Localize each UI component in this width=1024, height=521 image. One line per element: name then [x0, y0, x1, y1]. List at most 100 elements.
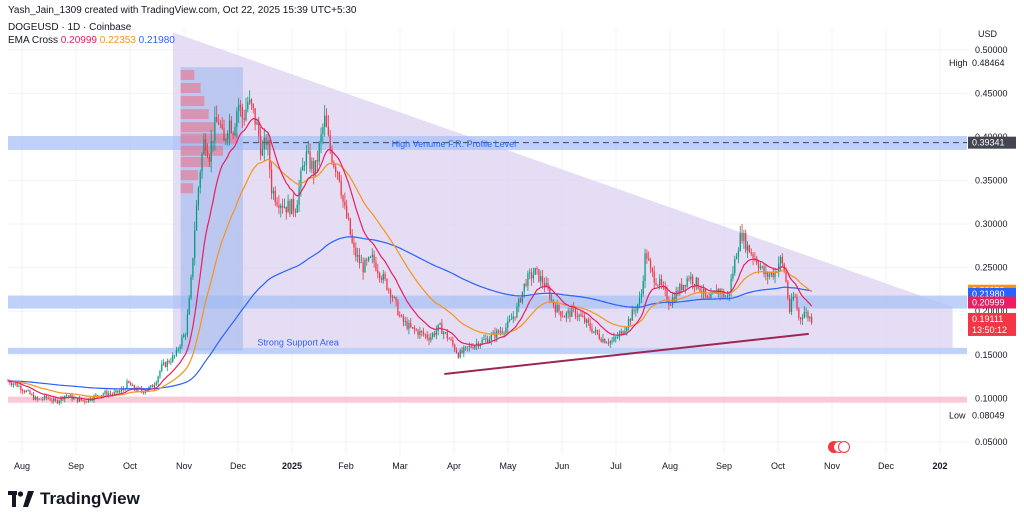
candle-body	[340, 180, 342, 196]
candle-body	[265, 137, 267, 146]
candle-body	[446, 332, 448, 339]
candle-body	[567, 310, 569, 313]
candle-body	[798, 308, 800, 318]
candle-body	[562, 316, 564, 318]
candle-body	[485, 338, 487, 340]
candle-body	[239, 104, 242, 107]
candle-body	[582, 316, 584, 318]
candle-body	[270, 169, 273, 194]
candle-body	[161, 364, 163, 371]
candle-body	[681, 284, 683, 291]
candle-body	[119, 390, 121, 393]
candle-body	[362, 262, 364, 273]
candle-body	[227, 133, 229, 140]
candle-body	[291, 198, 293, 215]
price-label-value: 0.20999	[972, 298, 1005, 308]
price-label-bg	[968, 57, 1016, 70]
volume-profile-bar	[180, 145, 224, 156]
candle-body	[708, 297, 710, 299]
candle-body	[770, 272, 773, 275]
candle-body	[598, 333, 600, 339]
candle-body	[807, 312, 809, 319]
x-tick-label: 202	[932, 461, 947, 471]
candle-body	[49, 398, 51, 401]
y-tick-label: 0.45000	[975, 88, 1008, 98]
candle-body	[624, 331, 626, 335]
candle-body	[587, 319, 589, 323]
candle-body	[399, 315, 401, 317]
candle-body	[151, 385, 154, 388]
candle-body	[97, 394, 99, 397]
x-tick-label: Aug	[14, 461, 30, 471]
candle-body	[314, 160, 317, 175]
candle-body	[772, 272, 774, 278]
candle-body	[296, 204, 298, 213]
y-tick-label: 0.50000	[975, 45, 1008, 55]
candle-body	[580, 314, 582, 317]
candle-body	[452, 340, 454, 345]
indicator-name: EMA Cross	[8, 35, 59, 46]
candle-body	[790, 299, 793, 312]
candle-body	[259, 136, 262, 156]
candle-body	[29, 390, 31, 395]
candle-body	[677, 290, 679, 294]
volume-profile-bar	[180, 122, 215, 133]
candle-body	[518, 298, 520, 307]
candle-body	[14, 383, 16, 385]
ema-fast-line	[7, 117, 813, 401]
candle-body	[417, 330, 419, 336]
volume-profile-bar	[180, 183, 194, 194]
candle-body	[472, 347, 474, 349]
candle-body	[386, 278, 388, 290]
y-tick-label: 0.20000	[975, 306, 1008, 316]
candle-body	[109, 393, 112, 395]
candle-body	[424, 334, 427, 336]
candle-body	[670, 304, 672, 306]
candle-body	[102, 393, 104, 396]
candle-body	[384, 274, 386, 279]
candle-body	[157, 376, 159, 383]
candle-body	[201, 154, 203, 173]
candle-body	[192, 258, 194, 277]
candle-body	[673, 297, 675, 302]
candle-body	[613, 337, 615, 341]
candle-body	[616, 337, 619, 338]
candle-body	[247, 102, 249, 110]
candle-body	[631, 309, 633, 321]
candle-body	[437, 324, 439, 331]
candle-body	[428, 337, 430, 341]
candle-body	[410, 323, 412, 328]
candle-body	[150, 385, 152, 388]
candle-body	[378, 273, 381, 278]
candle-body	[280, 205, 282, 209]
candle-body	[596, 329, 599, 334]
price-label-bg	[968, 409, 1016, 422]
candle-body	[335, 166, 337, 172]
x-tick-label: Sep	[68, 461, 84, 471]
tradingview-logo[interactable]: TradingView	[8, 489, 140, 509]
candle-body	[563, 316, 566, 318]
candle-body	[203, 139, 205, 155]
candle-body	[507, 321, 509, 328]
ema-lines	[7, 117, 813, 401]
candle-body	[36, 397, 38, 400]
chart-annotations: High Venume F.R. Profile Level Strong Sup…	[257, 139, 516, 348]
x-tick-label: Dec	[878, 461, 895, 471]
candle-body	[450, 339, 452, 341]
candle-body	[483, 339, 485, 341]
y-tick-label: 0.35000	[975, 176, 1008, 186]
candle-body	[529, 272, 531, 274]
candle-body	[87, 398, 90, 402]
candle-body	[710, 293, 712, 299]
candle-body	[84, 400, 86, 403]
candle-body	[622, 331, 624, 335]
candle-body	[510, 319, 513, 320]
candle-body	[737, 250, 740, 257]
x-tick-label: Feb	[338, 461, 354, 471]
candle-body	[686, 278, 688, 287]
candle-body	[756, 258, 758, 264]
candle-body	[58, 400, 60, 404]
candle-body	[512, 316, 514, 320]
candle-body	[31, 394, 33, 396]
